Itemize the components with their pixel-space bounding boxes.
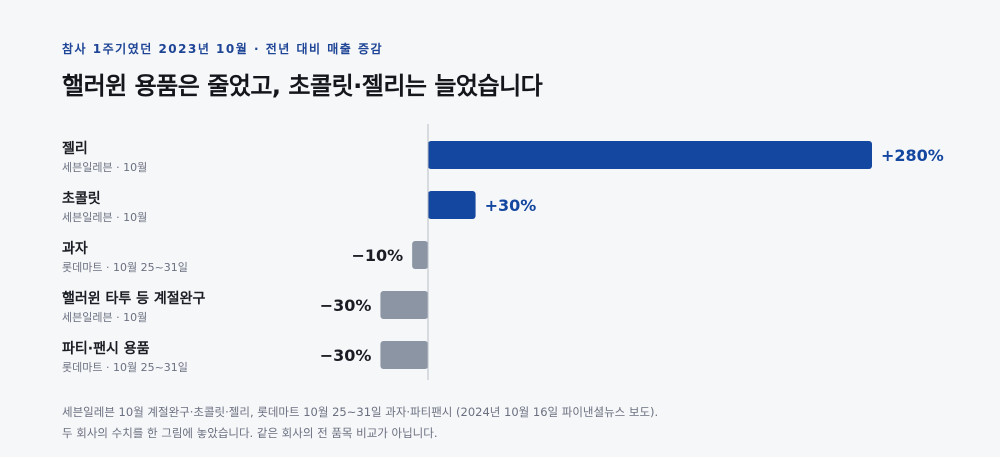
footer-note-source: 세븐일레븐 10월 계절완구·초콜릿·젤리, 롯데마트 10월 25~31일 과… <box>62 405 659 419</box>
chart-title: 핼러윈 용품은 줄었고, 초콜릿·젤리는 늘었습니다 <box>62 72 543 100</box>
footer-note-caveat: 두 회사의 수치를 한 그림에 놓았습니다. 같은 회사의 전 품목 비교가 아… <box>62 426 438 440</box>
value-label: +30% <box>485 196 537 215</box>
category-source: 세븐일레븐 · 10월 <box>62 310 147 324</box>
bar <box>428 191 476 219</box>
value-label: −10% <box>351 246 403 265</box>
bar <box>380 291 428 319</box>
bar <box>380 341 428 369</box>
value-label: −30% <box>320 296 372 315</box>
category-label: 과자 <box>62 241 88 257</box>
chart-kicker: 참사 1주기였던 2023년 10월 · 전년 대비 매출 증감 <box>62 42 384 56</box>
value-label: −30% <box>320 346 372 365</box>
category-source: 롯데마트 · 10월 25~31일 <box>62 360 188 374</box>
category-source: 세븐일레븐 · 10월 <box>62 210 147 224</box>
category-label: 초콜릿 <box>62 190 101 207</box>
bar <box>428 141 872 169</box>
chart-footer: 세븐일레븐 10월 계절완구·초콜릿·젤리, 롯데마트 10월 25~31일 과… <box>62 402 658 444</box>
category-source: 세븐일레븐 · 10월 <box>62 160 147 174</box>
bar <box>412 241 428 269</box>
category-label: 파티·팬시 용품 <box>62 341 150 357</box>
category-label: 핼러윈 타투 등 계절완구 <box>62 290 206 307</box>
category-label: 젤리 <box>62 141 88 157</box>
category-source: 롯데마트 · 10월 25~31일 <box>62 260 188 274</box>
value-label: +280% <box>881 146 944 165</box>
